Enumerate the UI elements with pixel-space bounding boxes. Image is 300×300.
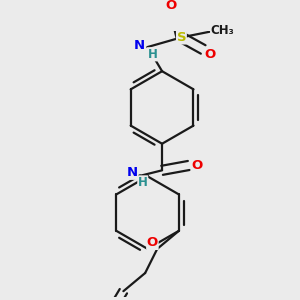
Text: O: O bbox=[205, 48, 216, 61]
Text: CH₃: CH₃ bbox=[211, 24, 234, 37]
Text: O: O bbox=[165, 0, 176, 12]
Text: N: N bbox=[126, 166, 137, 179]
Text: H: H bbox=[138, 176, 148, 189]
Text: H: H bbox=[148, 48, 158, 61]
Text: S: S bbox=[177, 31, 186, 44]
Text: O: O bbox=[147, 236, 158, 249]
Text: N: N bbox=[134, 39, 145, 52]
Text: O: O bbox=[191, 159, 203, 172]
